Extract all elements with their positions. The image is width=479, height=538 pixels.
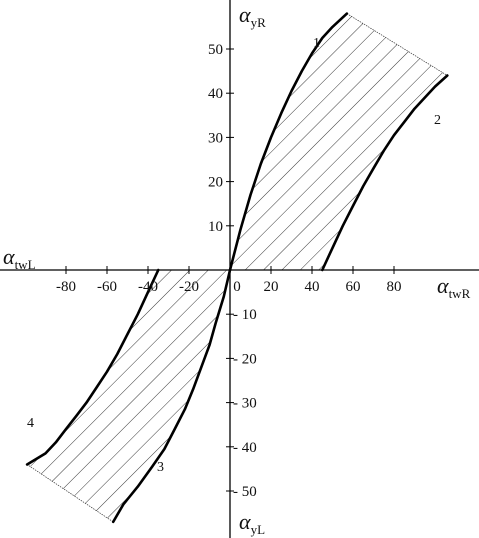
curve-label-4: 4 xyxy=(27,416,34,431)
curve-label-1: 1 xyxy=(313,36,320,51)
hatched-region-1 xyxy=(230,13,448,270)
y-tick-label: - 40 xyxy=(233,440,257,456)
y-tick-label: 40 xyxy=(208,86,223,102)
x-axis-label-left: αtwL xyxy=(3,244,36,272)
x-axis-label-right: αtwR xyxy=(437,273,471,301)
x-tick-label: -60 xyxy=(97,279,117,295)
hatched-regions xyxy=(27,13,448,522)
axis-labels: αyR αtwL αtwR αyL xyxy=(3,2,471,537)
curve-labels: 1 2 3 4 xyxy=(27,36,441,475)
x-tick-label: 40 xyxy=(305,279,320,295)
closing-line-1 xyxy=(346,13,448,76)
ticks: -80 -60 -40 -20 0 20 40 60 80 50 40 30 20 10 - 10 - 20 -… xyxy=(56,42,402,500)
y-tick-label: 20 xyxy=(208,175,223,191)
x-tick-label: 0 xyxy=(233,279,241,295)
y-axis-label-top: αyR xyxy=(239,2,266,30)
curve-label-2: 2 xyxy=(434,113,441,128)
x-tick-label: -40 xyxy=(138,279,158,295)
x-tick-label: 60 xyxy=(346,279,361,295)
curve-4 xyxy=(25,268,160,466)
y-tick-label: 50 xyxy=(208,42,223,58)
y-tick-label: - 50 xyxy=(233,484,257,500)
closing-lines xyxy=(26,13,448,523)
y-axis-label-bottom: αyL xyxy=(239,509,265,537)
curve-3 xyxy=(111,268,232,524)
curves xyxy=(25,12,449,524)
closing-line-2 xyxy=(26,464,114,523)
curve-1 xyxy=(228,12,349,272)
x-tick-label: 80 xyxy=(387,279,402,295)
curve-label-3: 3 xyxy=(157,460,164,475)
y-tick-label: 10 xyxy=(208,219,223,235)
x-tick-label: 20 xyxy=(264,279,279,295)
curve-2 xyxy=(320,74,449,272)
y-tick-label: 30 xyxy=(208,130,223,146)
y-tick-label: - 10 xyxy=(233,307,257,323)
hatched-region-2 xyxy=(27,270,230,522)
x-tick-label: -20 xyxy=(179,279,199,295)
y-tick-label: - 20 xyxy=(233,351,257,367)
y-tick-label: - 30 xyxy=(233,396,257,412)
x-tick-label: -80 xyxy=(56,279,76,295)
